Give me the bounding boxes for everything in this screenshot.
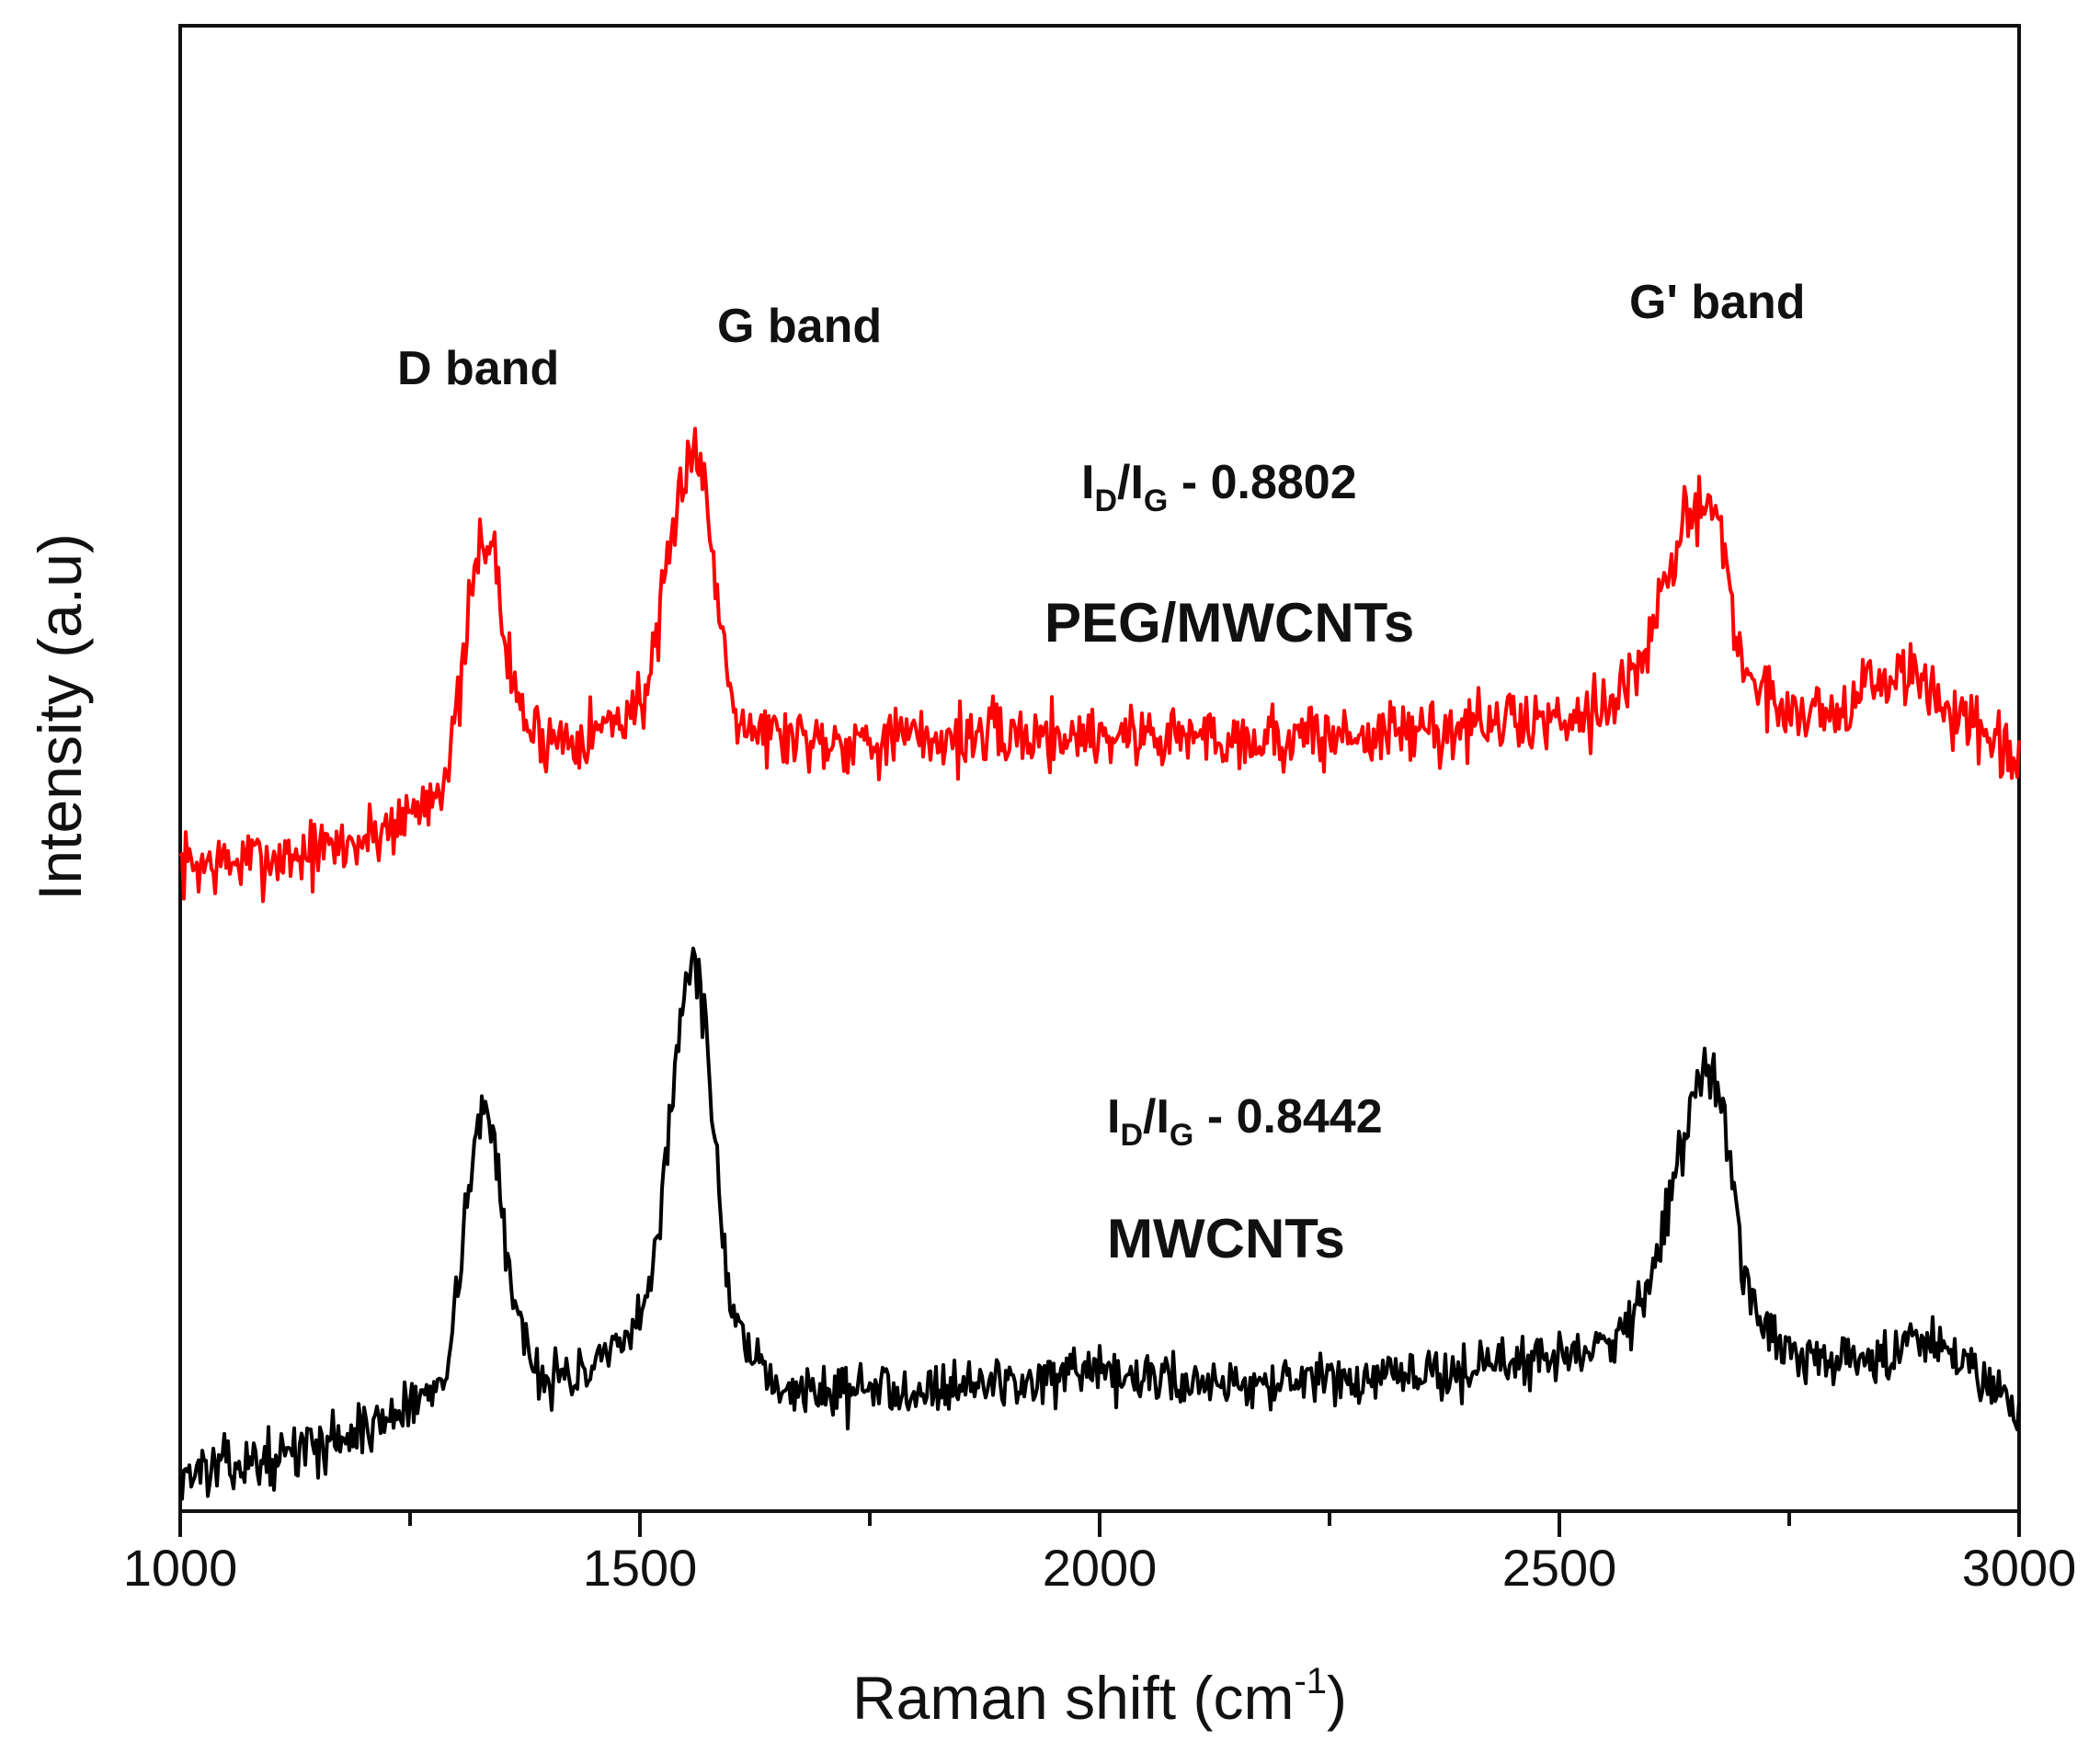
x-tick-labels: 1000 1500 2000 2500 3000 <box>123 1539 2077 1597</box>
peg-id-ig-ratio: ID/IG - 0.8802 <box>1081 456 1357 518</box>
peg-ratio-sub-g: G <box>1144 484 1168 518</box>
x-axis-label-main: Raman shift (cm <box>852 1664 1294 1732</box>
peg-ratio-slash: /I <box>1117 456 1144 509</box>
peg-ratio-sub-d: D <box>1094 484 1117 518</box>
y-axis-label: Intensity (a.u) <box>26 533 94 901</box>
x-axis-label: Raman shift (cm-1) <box>852 1661 1347 1732</box>
g-band-label: G band <box>717 300 882 353</box>
mw-ratio-i: I <box>1107 1090 1120 1143</box>
mw-ratio-slash: /I <box>1143 1090 1170 1143</box>
x-axis-label-superscript: -1 <box>1294 1661 1327 1701</box>
mwcnts-label: MWCNTs <box>1107 1208 1345 1269</box>
d-band-label: D band <box>397 342 559 395</box>
mw-ratio-sub-d: D <box>1120 1118 1143 1153</box>
x-tick-label-2500: 2500 <box>1502 1539 1617 1597</box>
mw-ratio-value: - 0.8442 <box>1193 1090 1382 1143</box>
series-line-peg-mwcnts <box>178 427 2021 904</box>
x-tick-label-3000: 3000 <box>1962 1539 2077 1597</box>
mwcnts-id-ig-ratio: ID/IG - 0.8442 <box>1107 1090 1383 1153</box>
peg-mwcnts-label: PEG/MWCNTs <box>1044 592 1414 654</box>
series-layer <box>178 427 2021 1501</box>
series-line-mwcnts <box>178 946 2021 1501</box>
x-axis-ticks <box>178 1511 2021 1537</box>
g-prime-band-label: G' band <box>1629 276 1805 329</box>
peg-ratio-value: - 0.8802 <box>1168 456 1356 509</box>
x-axis-label-close: ) <box>1327 1664 1347 1732</box>
mw-ratio-sub-g: G <box>1170 1118 1193 1153</box>
x-tick-label-1000: 1000 <box>123 1539 238 1597</box>
x-tick-label-2000: 2000 <box>1043 1539 1158 1597</box>
peg-ratio-i: I <box>1081 456 1094 509</box>
x-tick-label-1500: 1500 <box>583 1539 698 1597</box>
